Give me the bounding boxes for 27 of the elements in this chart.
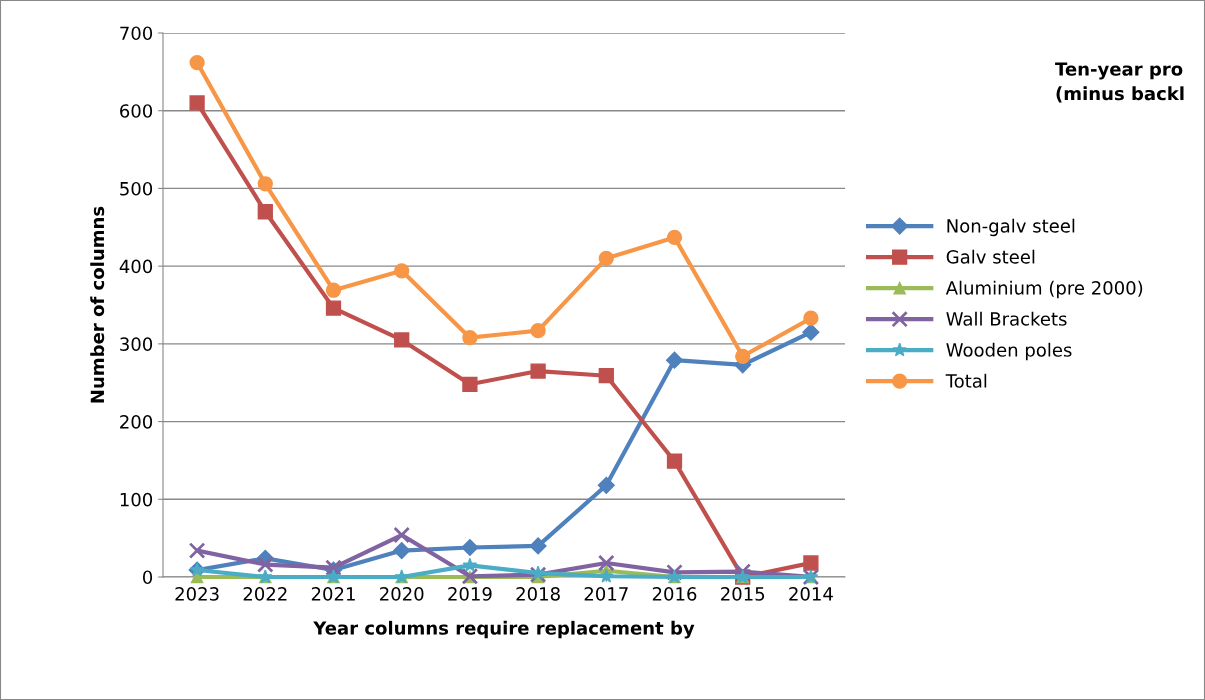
legend-label: Aluminium (pre 2000) (945, 280, 1143, 299)
y-tick-label: 400 (119, 259, 153, 274)
legend-label: Wall Brackets (946, 311, 1067, 326)
legend-label: Total (945, 373, 987, 388)
y-tick-label: 600 (120, 104, 153, 118)
x-tick-label: 2019 (448, 587, 492, 601)
x-tick-label: 2017 (584, 587, 628, 601)
x-tick-label: 2020 (380, 587, 424, 601)
y-tick-label: 700 (120, 26, 153, 41)
x-tick-label: 2023 (175, 587, 219, 601)
y-tick-label: 300 (120, 337, 153, 351)
x-tick-label: 2022 (243, 587, 287, 601)
legend-label: Galv steel (946, 249, 1035, 264)
x-tick-label: 2021 (311, 587, 355, 601)
y-tick-label: 200 (120, 415, 153, 429)
x-axis-title: Year columns require replacement by (313, 620, 695, 639)
y-tick-label: 500 (120, 181, 153, 196)
text: Ten-year pro (minus backl (1055, 62, 1184, 103)
y-axis-title: Number of columns (90, 206, 105, 403)
x-tick-label: 2016 (652, 587, 697, 601)
legend-label: Non-galv steel (947, 218, 1075, 237)
x-tick-label: 2014 (789, 587, 833, 601)
y-tick-label: 0 (142, 570, 153, 585)
legend-label: Wooden poles (946, 342, 1072, 361)
x-tick-label: 2018 (516, 587, 560, 601)
x-tick-label: 2015 (721, 587, 765, 601)
y-tick-label: 100 (120, 492, 153, 507)
